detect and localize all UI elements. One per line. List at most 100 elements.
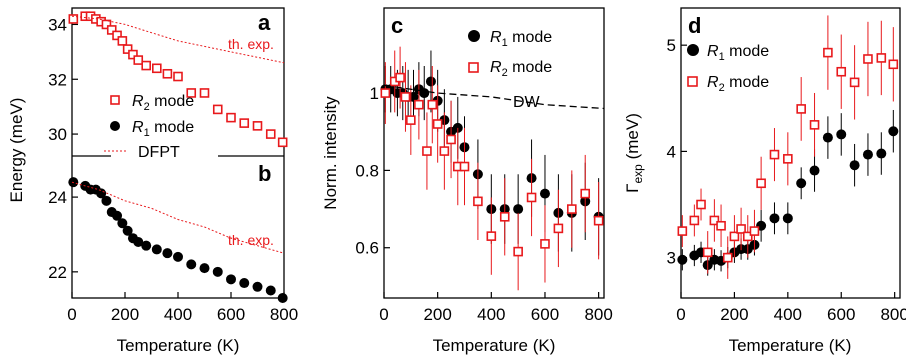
legend-label-r2: R2 mode <box>490 59 552 79</box>
panel-b-xtick-label: 400 <box>164 305 192 324</box>
panel-c-letter: c <box>391 13 403 38</box>
panel-d-xtick-label: 200 <box>720 305 748 324</box>
panel-b-r1-point <box>112 210 123 221</box>
panel-c-r2-point <box>459 161 470 172</box>
panel-c-r2-point <box>486 231 497 241</box>
panel-d-r2-point <box>677 226 688 236</box>
panel-c-xtick-label: 200 <box>423 305 451 324</box>
panel-b-r1-point <box>133 236 144 247</box>
panel-a-letter: a <box>258 10 271 35</box>
panel-c-annotation: DW <box>513 94 541 111</box>
panel-a-r2-point <box>122 44 133 54</box>
panel-c-xtick-label: 0 <box>379 305 388 324</box>
panel-b-r1-point <box>173 251 183 262</box>
panel-c-r2-point <box>593 215 604 226</box>
panel-d-r2-point <box>722 252 733 263</box>
panel-a-r2-point <box>152 63 162 74</box>
panel-b-xtick-label: 200 <box>111 305 139 324</box>
panel-c-r2-point <box>439 146 450 156</box>
panel-a-ytick-label: 32 <box>48 70 67 89</box>
panel-b-ytick-label: 24 <box>48 188 67 207</box>
panel-c-marks <box>380 46 605 291</box>
panel-d-marks <box>677 15 899 279</box>
panel-c-frame <box>383 7 605 299</box>
panel-b-annotation: th. exp. <box>228 232 274 248</box>
panel-b-r1-point <box>117 218 128 229</box>
panel-b-ytick-label: 22 <box>48 263 67 282</box>
panel-c-r2-point <box>400 92 411 102</box>
panel-c-r2-point <box>406 115 416 125</box>
legend-label-r1: R1 mode <box>132 119 194 139</box>
panel-d-r2-point <box>696 199 706 210</box>
panel-c-xtick-label: 400 <box>477 305 505 324</box>
panel-c-r2-point <box>414 99 424 110</box>
panel-d-r1-point <box>822 132 833 143</box>
panel-c-ytick-label: 1 <box>370 84 379 103</box>
panel-c-r2-point <box>567 204 577 214</box>
panel-d-r2-point <box>689 215 700 226</box>
panel-d-r2-point <box>749 226 760 236</box>
panel-b-r1-point <box>199 263 210 274</box>
panel-a-r2-point <box>101 19 112 30</box>
panel-a-r2-point <box>133 55 144 65</box>
panel-a-dotted-line <box>71 15 285 64</box>
panel-d-xtick-label: 600 <box>827 305 855 324</box>
panel-a-ytick-label: 30 <box>48 125 67 144</box>
panel-c-r2-point <box>499 212 510 222</box>
panel-c-r2-point <box>422 146 432 156</box>
panel-b-r1-point <box>151 244 162 255</box>
panel-a-r2-point <box>199 88 210 98</box>
panel-c-r2-point <box>446 134 456 145</box>
panel-c-legend: R1 mode R2 mode <box>468 29 552 79</box>
panel-d-r2-point <box>783 154 793 164</box>
legend-label-dfpt: DFPT <box>138 144 180 161</box>
panel-b-r1-point <box>96 188 107 199</box>
panel-b-r1-point <box>162 248 173 259</box>
panel-a-r2-point <box>265 129 276 139</box>
panel-c-r1-point <box>419 88 430 99</box>
panel-b-marks <box>68 177 288 303</box>
panel-a-r2-point <box>117 36 128 46</box>
panel-d-ylabel: Γexp (meV) <box>623 113 645 193</box>
panel-b-xlabel: Temperature (K) <box>117 336 240 355</box>
panel-c-r1-point <box>539 188 550 199</box>
legend-label-r1: R1 mode <box>707 43 769 63</box>
panel-c-xtick-label: 600 <box>531 305 559 324</box>
panel-c-r2-point <box>540 239 550 249</box>
legend-marker-r1 <box>110 121 120 131</box>
panel-a-r2-point <box>128 49 138 60</box>
panel-d-r1-point <box>862 149 873 160</box>
panel-ab-ylabel: Energy (meV) <box>7 98 26 203</box>
panel-d-r2-point <box>863 54 873 64</box>
panel-c-r2-point <box>380 88 391 98</box>
panel-d-r1-point <box>769 213 780 224</box>
panel-a-r2-point <box>106 25 117 35</box>
panel-d-xlabel: Temperature (K) <box>729 336 852 355</box>
panel-d-r2-point <box>836 66 847 77</box>
panel-d-r2-point <box>876 53 887 63</box>
panel-a-r2-point <box>226 112 236 123</box>
panel-c-r2-point <box>513 246 523 257</box>
panel-c-ylabel: Norm. intensity <box>321 96 340 210</box>
panel-d: 3 4 5 0 200 400 600 800 d R1 mode R2 mode Γexp … <box>623 7 906 355</box>
panel-d-ytick-label: 4 <box>667 142 676 161</box>
legend-marker-r2 <box>110 95 120 105</box>
panel-c-ticks: 0.6 0.8 1 0 200 400 600 800 <box>355 84 612 324</box>
panel-d-xtick-label: 400 <box>774 305 802 324</box>
panel-a-r2-point <box>186 88 197 98</box>
panel-a-r2-point <box>162 68 173 79</box>
panel-b-xtick-label: 800 <box>270 305 298 324</box>
panel-b-dotted-line <box>71 181 285 254</box>
panel-c-r2-point <box>427 99 438 110</box>
panel-d-r1-point <box>888 126 899 137</box>
panel-c-r1-point <box>513 204 524 215</box>
panel-c-r2-point <box>395 72 405 83</box>
panel-d-r1-point <box>677 254 688 265</box>
panel-d-r2-point <box>823 47 833 58</box>
panel-a-r2-point <box>239 118 250 128</box>
panel-b-r1-point <box>239 278 250 289</box>
panel-c-r1-point <box>425 76 436 87</box>
panel-c-r2-point <box>553 223 564 234</box>
panel-d-legend: R1 mode R2 mode <box>687 43 769 94</box>
